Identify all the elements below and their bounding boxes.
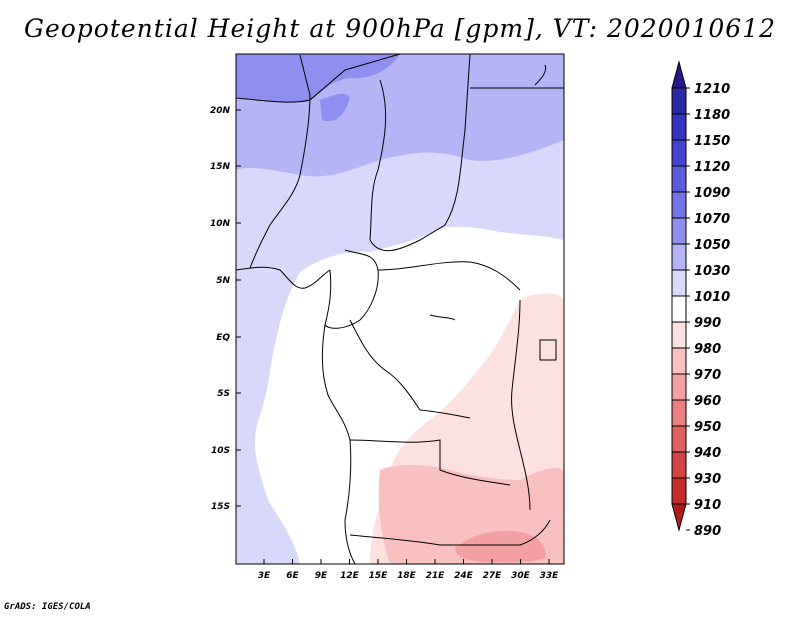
lat-label: EQ (216, 333, 230, 343)
lat-label: 5S (217, 389, 230, 399)
colorbar-top-arrow (671, 60, 687, 89)
lon-label: 15E (369, 571, 389, 581)
lon-label: 6E (286, 571, 299, 581)
map-area (235, 53, 565, 565)
lon-label: 9E (315, 571, 328, 581)
lat-label: 10N (210, 219, 231, 229)
colorbar-segment (671, 477, 687, 505)
colorbar-label: 910 (694, 498, 721, 513)
lat-label: 5N (216, 276, 230, 286)
border-cameroon (324, 249, 379, 329)
colorbar-segment (671, 399, 687, 427)
colorbar-segment (671, 87, 687, 115)
colorbar-label: 990 (694, 316, 721, 331)
colorbar-label: 950 (694, 420, 721, 435)
lake-victoria (539, 339, 557, 361)
latitude-axis: 20N 15N 10N 5N EQ 5S 10S 15S (210, 106, 241, 512)
colorbar-label: 1010 (694, 290, 730, 305)
colorbar-segment (671, 191, 687, 219)
colorbar: 1210 1180 1150 1120 1090 1070 1050 1030 1010 990 9… (671, 60, 730, 539)
colorbar-label: 1070 (694, 212, 730, 227)
coastline-gulf-of-guinea (236, 266, 331, 289)
lon-label: 27E (483, 571, 503, 581)
credit-text: GrADS: IGES/COLA (4, 602, 91, 612)
colorbar-segment (671, 217, 687, 245)
colorbar-segment (671, 113, 687, 141)
coast-red-sea (534, 64, 547, 86)
colorbar-label: 1150 (694, 134, 730, 149)
lon-label: 33E (540, 571, 560, 581)
lon-label: 12E (340, 571, 360, 581)
border-namibia-botswana (349, 519, 551, 546)
colorbar-segment (671, 295, 687, 323)
colorbar-label: 1090 (694, 186, 730, 201)
colorbar-label: 1210 (694, 82, 730, 97)
lon-label: 21E (426, 571, 446, 581)
colorbar-segment (671, 321, 687, 349)
border-chad-sudan (369, 54, 471, 252)
map-title: Geopotential Height at 900hPa [gpm], VT:… (23, 14, 777, 43)
border-drc-north (349, 319, 471, 419)
river-segment (429, 314, 456, 321)
shade-1050-1070-b (320, 93, 350, 122)
map-frame (235, 53, 565, 565)
colorbar-label: 970 (694, 368, 721, 383)
colorbar-label: 1180 (694, 108, 730, 123)
colorbar-label: 980 (694, 342, 721, 357)
lat-label: 20N (210, 106, 231, 116)
border-east-rift (511, 299, 531, 511)
colorbar-label: 940 (694, 446, 721, 461)
colorbar-segment (671, 451, 687, 479)
colorbar-bottom-arrow (671, 503, 687, 532)
longitude-axis: 3E 6E 9E 12E 15E 18E 21E 24E 27E 30E 33E (258, 559, 559, 581)
lat-label: 10S (211, 446, 230, 456)
colorbar-label: 1050 (694, 238, 730, 253)
coastline-west-africa (321, 269, 356, 564)
lat-label: 15N (210, 162, 231, 172)
lat-label: 15S (211, 502, 230, 512)
borders (236, 54, 564, 564)
lon-label: 30E (511, 571, 531, 581)
border-angola (349, 439, 511, 486)
colorbar-label: 890 (694, 524, 721, 539)
colorbar-segment (671, 347, 687, 375)
colorbar-segment (671, 425, 687, 453)
border-car (377, 261, 521, 291)
lon-label: 3E (258, 571, 271, 581)
lon-label: 24E (454, 571, 474, 581)
colorbar-segment (671, 373, 687, 401)
colorbar-label: 960 (694, 394, 721, 409)
colorbar-label: 1030 (694, 264, 730, 279)
colorbar-segment (671, 269, 687, 297)
colorbar-segment (671, 243, 687, 271)
colorbar-label: 930 (694, 472, 721, 487)
lon-label: 18E (397, 571, 417, 581)
colorbar-segment (671, 165, 687, 193)
colorbar-label: 1120 (694, 160, 730, 175)
shade-960-970 (455, 530, 546, 563)
colorbar-segment (671, 139, 687, 167)
border-niger-nigeria (249, 54, 311, 269)
ocean-shade (236, 270, 300, 564)
